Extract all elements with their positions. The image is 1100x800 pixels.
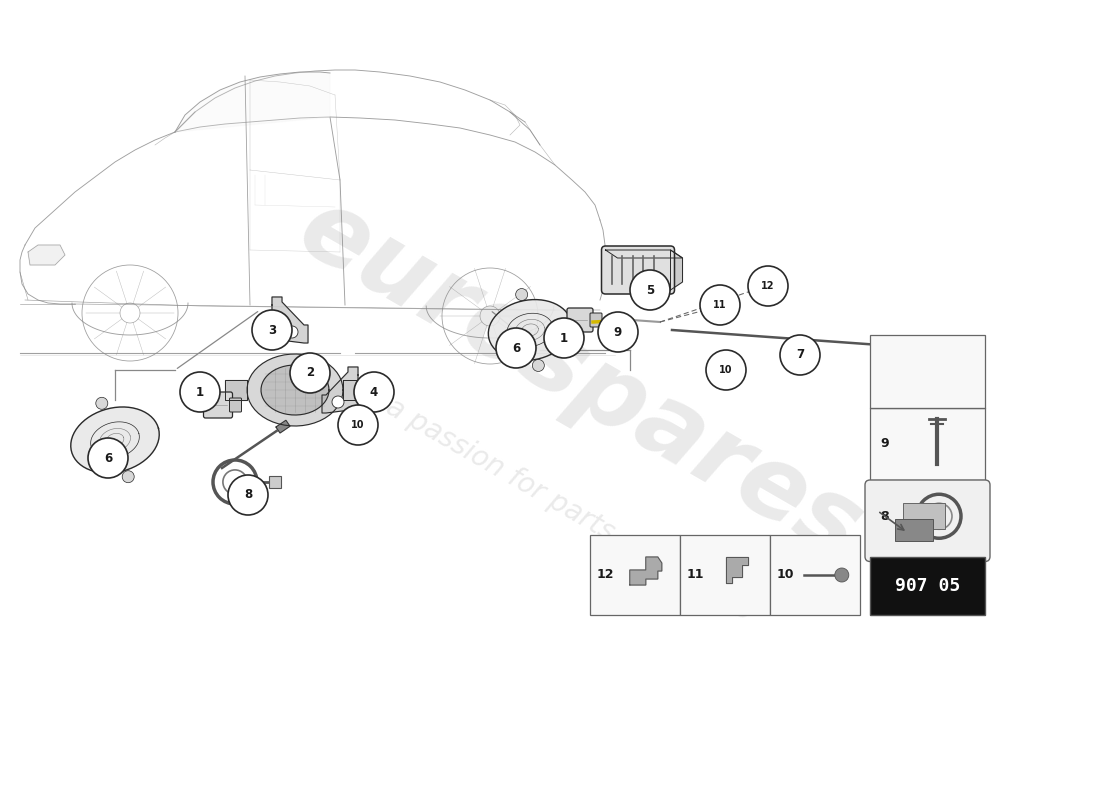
Polygon shape xyxy=(880,340,896,351)
Circle shape xyxy=(598,312,638,352)
Polygon shape xyxy=(630,557,662,585)
Circle shape xyxy=(122,470,134,482)
Text: a passion for parts since 1985: a passion for parts since 1985 xyxy=(382,393,759,627)
Text: 5: 5 xyxy=(646,283,654,297)
FancyBboxPatch shape xyxy=(590,535,680,615)
Polygon shape xyxy=(28,245,65,265)
Text: eurospares: eurospares xyxy=(282,180,878,580)
Circle shape xyxy=(96,398,108,410)
Text: 8: 8 xyxy=(880,510,889,522)
FancyBboxPatch shape xyxy=(204,392,232,418)
Polygon shape xyxy=(720,298,735,309)
FancyBboxPatch shape xyxy=(870,335,984,407)
Circle shape xyxy=(228,475,268,515)
Circle shape xyxy=(88,438,128,478)
Circle shape xyxy=(354,372,394,412)
Circle shape xyxy=(496,328,536,368)
Text: 12: 12 xyxy=(761,281,774,291)
Circle shape xyxy=(700,285,740,325)
FancyBboxPatch shape xyxy=(680,535,770,615)
FancyBboxPatch shape xyxy=(870,557,984,615)
Text: 9: 9 xyxy=(880,438,889,450)
Polygon shape xyxy=(261,365,329,415)
Circle shape xyxy=(332,396,344,408)
Text: 10: 10 xyxy=(351,420,365,430)
FancyBboxPatch shape xyxy=(270,476,280,488)
Polygon shape xyxy=(70,407,160,473)
Polygon shape xyxy=(272,297,308,343)
Circle shape xyxy=(290,353,330,393)
Text: 7: 7 xyxy=(796,349,804,362)
Circle shape xyxy=(835,568,849,582)
Polygon shape xyxy=(762,278,778,290)
Polygon shape xyxy=(248,354,343,426)
Circle shape xyxy=(252,310,292,350)
Text: 1: 1 xyxy=(560,331,568,345)
Polygon shape xyxy=(175,72,330,132)
Polygon shape xyxy=(343,380,365,400)
Text: 11: 11 xyxy=(688,569,704,582)
Text: 11: 11 xyxy=(713,300,727,310)
Polygon shape xyxy=(605,250,682,258)
Text: 2: 2 xyxy=(306,366,315,379)
FancyBboxPatch shape xyxy=(902,502,945,529)
Polygon shape xyxy=(671,250,682,290)
Circle shape xyxy=(748,266,788,306)
FancyBboxPatch shape xyxy=(770,535,860,615)
Text: 12: 12 xyxy=(597,569,615,582)
Text: 907 05: 907 05 xyxy=(895,577,960,594)
FancyBboxPatch shape xyxy=(894,518,933,541)
Text: 10: 10 xyxy=(777,569,794,582)
Text: 6: 6 xyxy=(512,342,520,354)
Text: 9: 9 xyxy=(614,326,623,338)
Circle shape xyxy=(780,335,820,375)
FancyBboxPatch shape xyxy=(590,313,602,327)
Text: 8: 8 xyxy=(244,489,252,502)
Polygon shape xyxy=(488,300,572,361)
Polygon shape xyxy=(322,367,358,413)
Circle shape xyxy=(532,359,544,371)
Polygon shape xyxy=(226,380,248,400)
FancyBboxPatch shape xyxy=(602,246,674,294)
FancyBboxPatch shape xyxy=(566,308,593,332)
Polygon shape xyxy=(726,557,748,583)
Circle shape xyxy=(180,372,220,412)
FancyBboxPatch shape xyxy=(870,407,984,480)
Circle shape xyxy=(338,405,378,445)
Polygon shape xyxy=(276,420,290,433)
Text: 3: 3 xyxy=(268,323,276,337)
Circle shape xyxy=(516,289,528,301)
Text: 10: 10 xyxy=(719,365,733,375)
Text: 1: 1 xyxy=(196,386,205,398)
Text: 4: 4 xyxy=(370,386,378,398)
Circle shape xyxy=(544,318,584,358)
Circle shape xyxy=(286,326,298,338)
Circle shape xyxy=(630,270,670,310)
Text: 6: 6 xyxy=(103,451,112,465)
FancyBboxPatch shape xyxy=(230,398,242,412)
Circle shape xyxy=(706,350,746,390)
FancyBboxPatch shape xyxy=(865,480,990,562)
